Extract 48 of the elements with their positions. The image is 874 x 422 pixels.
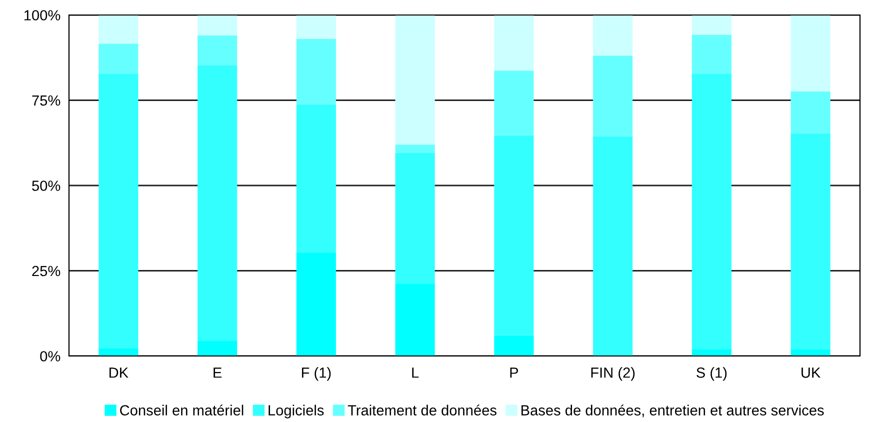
- bar: [395, 152, 435, 284]
- x-tick-label: P: [510, 368, 518, 378]
- bar: [593, 136, 633, 356]
- bar: [98, 74, 138, 348]
- legend-label: Traitement de données: [348, 404, 496, 416]
- legend-label: Bases de données, entretien et autres services: [521, 404, 824, 418]
- bar: [692, 349, 732, 356]
- y-tick-label: 50%: [32, 180, 60, 191]
- bar: [198, 15, 238, 36]
- bar: [296, 15, 336, 39]
- legend-label: Logiciels: [268, 404, 324, 418]
- bar: [296, 38, 336, 104]
- y-tick-label: 0%: [40, 351, 60, 362]
- bar: [98, 15, 138, 44]
- y-tick-label: 25%: [32, 266, 60, 276]
- bar: [790, 133, 830, 350]
- x-tick-label: DK: [110, 368, 128, 378]
- bar: [395, 144, 435, 153]
- bar: [494, 135, 534, 336]
- bar: [593, 56, 633, 136]
- bar: [494, 70, 534, 136]
- bar: [296, 252, 336, 356]
- bar: [593, 15, 633, 56]
- bar: [198, 340, 238, 356]
- bar: [790, 91, 830, 134]
- bar: [395, 15, 435, 145]
- y-tick-label: 100%: [24, 10, 60, 20]
- bar: [98, 44, 138, 74]
- x-tick-label: F (1): [302, 367, 331, 381]
- bar: [692, 74, 732, 350]
- bar: [692, 34, 732, 74]
- bar: [98, 348, 138, 356]
- bar: [494, 335, 534, 356]
- bar: [790, 15, 830, 92]
- bar: [692, 15, 732, 35]
- bar: [494, 15, 534, 71]
- bar: [296, 104, 336, 252]
- x-tick-label: S (1): [696, 367, 727, 381]
- x-tick-label: FIN (2): [591, 367, 635, 381]
- bar: [395, 284, 435, 356]
- bar: [198, 65, 238, 341]
- x-tick-label: L: [412, 368, 419, 378]
- y-tick-label: 75%: [32, 95, 60, 106]
- x-tick-label: E: [214, 368, 222, 378]
- x-tick-label: UK: [802, 368, 821, 378]
- bar: [790, 349, 830, 356]
- bar: [198, 35, 238, 66]
- legend-label: Conseil en matériel: [120, 404, 244, 416]
